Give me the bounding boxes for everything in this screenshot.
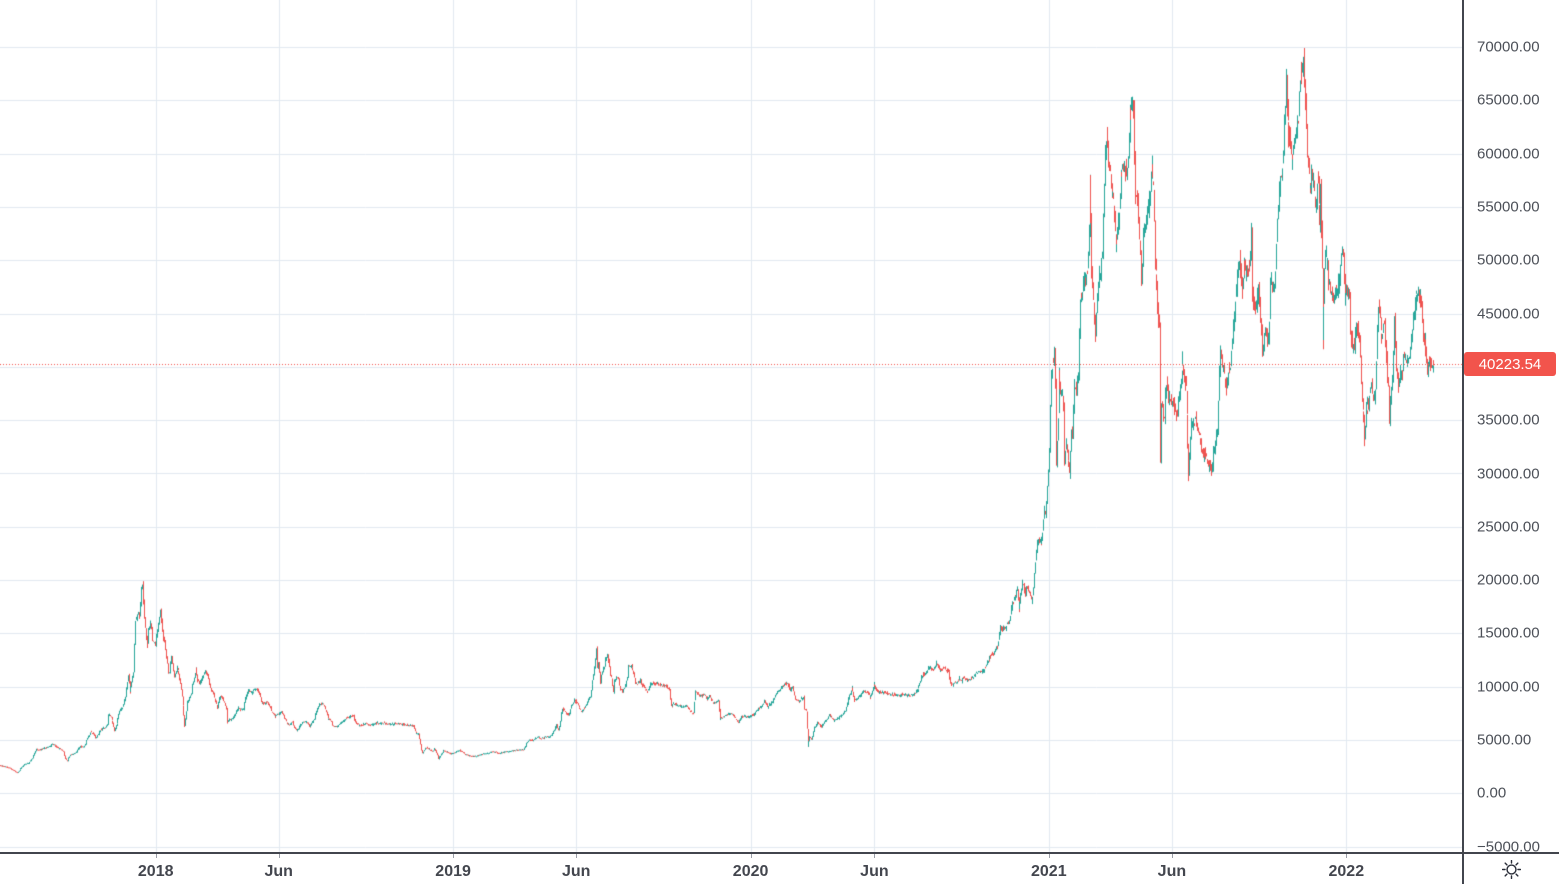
price-axis-label: 0.00 xyxy=(1477,784,1507,802)
time-axis-label: Jun xyxy=(1157,863,1187,880)
price-axis-label: 30000.00 xyxy=(1477,465,1540,482)
time-axis-tickmark xyxy=(156,854,157,858)
time-axis-label: 2019 xyxy=(435,863,471,880)
time-axis-label: Jun xyxy=(561,863,591,880)
time-axis-label: Jun xyxy=(860,863,889,880)
price-axis-label: 10000.00 xyxy=(1477,678,1540,696)
price-axis-label: 20000.00 xyxy=(1477,571,1540,589)
price-axis-label: 35000.00 xyxy=(1477,411,1540,429)
price-axis-label: 45000.00 xyxy=(1477,305,1540,322)
price-axis-label: 15000.00 xyxy=(1477,624,1540,642)
axis-settings-corner xyxy=(1462,852,1559,884)
last-price-label: 40223.54 xyxy=(1464,352,1556,377)
time-axis-tickmark xyxy=(751,854,752,858)
settings-gear-icon[interactable] xyxy=(1502,859,1521,879)
price-axis[interactable]: 40223.54 75000.00 70000.00 65000.00 60000.0… xyxy=(1462,0,1559,852)
price-axis-label: 70000.00 xyxy=(1477,38,1540,56)
time-axis-tickmark xyxy=(1049,854,1050,858)
candlestick-canvas[interactable] xyxy=(0,0,1462,852)
time-axis-label: 2022 xyxy=(1328,863,1365,880)
time-axis[interactable]: 2018 Jun 2019 Jun 2020 Jun 2021 Jun 2022 xyxy=(0,852,1462,884)
price-axis-label: 50000.00 xyxy=(1477,251,1540,269)
price-axis-label: 60000.00 xyxy=(1477,145,1540,163)
time-axis-tickmark xyxy=(576,854,577,858)
time-axis-tickmark xyxy=(453,854,454,858)
time-axis-tickmark xyxy=(1346,854,1347,858)
time-axis-label: 2020 xyxy=(732,863,769,880)
time-axis-label: 2018 xyxy=(137,863,174,880)
time-axis-tickmark xyxy=(279,854,280,858)
chart-pane xyxy=(0,0,1462,852)
price-axis-label: 25000.00 xyxy=(1477,518,1540,536)
price-axis-label: −5000.00 xyxy=(1477,838,1540,852)
time-axis-tickmark xyxy=(874,854,875,858)
time-axis-label: Jun xyxy=(264,863,293,880)
price-axis-label: 65000.00 xyxy=(1477,91,1540,109)
price-axis-label: 75000.00 xyxy=(1477,0,1540,2)
time-axis-tickmark xyxy=(1172,854,1173,858)
price-axis-label: 55000.00 xyxy=(1477,198,1540,216)
price-axis-label: 5000.00 xyxy=(1477,731,1532,749)
time-axis-label: 2021 xyxy=(1031,863,1067,880)
